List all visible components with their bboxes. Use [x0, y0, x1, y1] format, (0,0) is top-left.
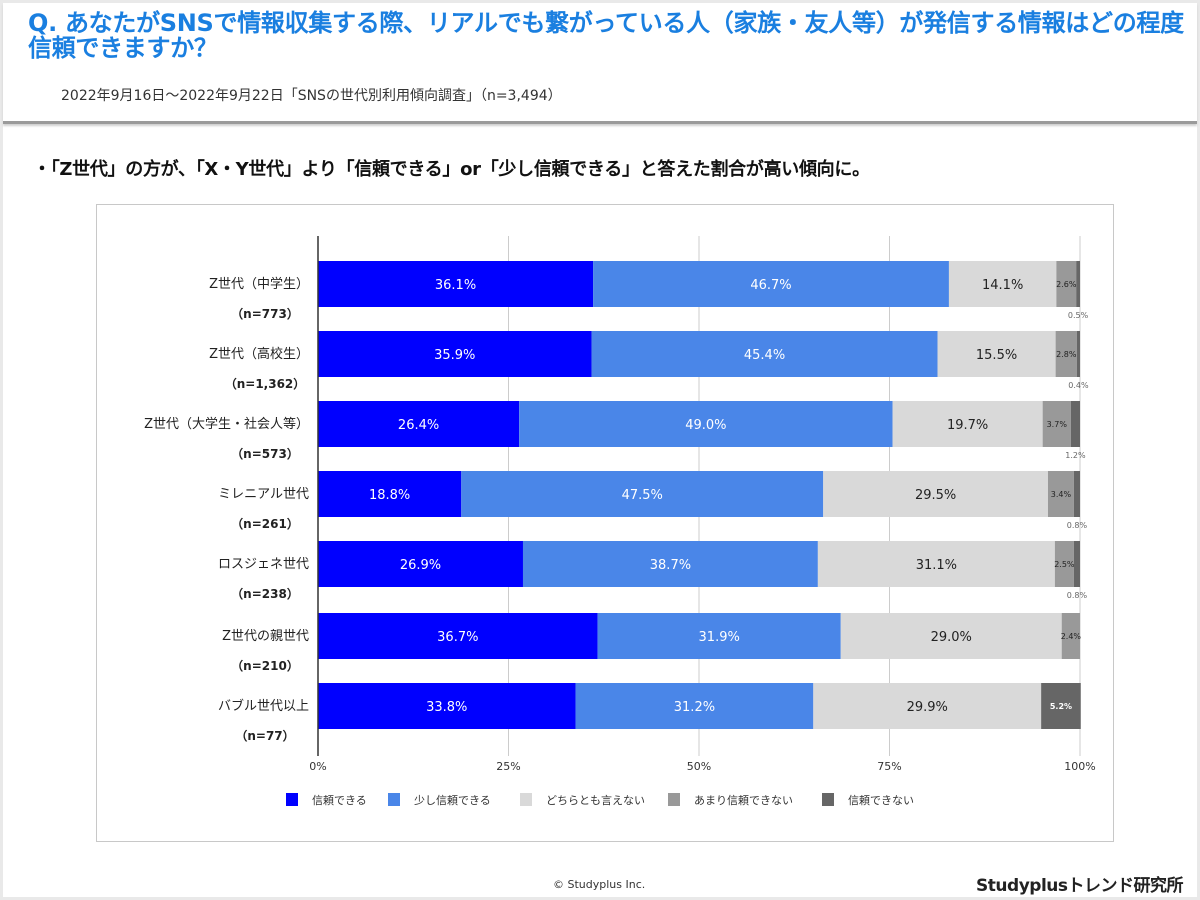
copyright: © Studyplus Inc. — [553, 878, 646, 891]
header: Q. あなたがSNSで情報収集する際、リアルでも繋がっている人（家族・友人等）が… — [3, 3, 1197, 124]
survey-subtitle: 2022年9月16日～2022年9月22日「SNSの世代別利用傾向調査」（n=3… — [61, 88, 562, 104]
brand-logo: Studyplusトレンド研究所 — [976, 876, 1183, 896]
page-title: Q. あなたがSNSで情報収集する際、リアルでも繋がっている人（家族・友人等）が… — [28, 9, 1184, 62]
page: Q. あなたがSNSで情報収集する際、リアルでも繋がっている人（家族・友人等）が… — [3, 3, 1197, 897]
headline: ・「Z世代」の方が、「X・Y世代」より「信頼できる」or「少し信頼できる」と答え… — [33, 159, 870, 180]
chart-frame — [96, 204, 1114, 842]
